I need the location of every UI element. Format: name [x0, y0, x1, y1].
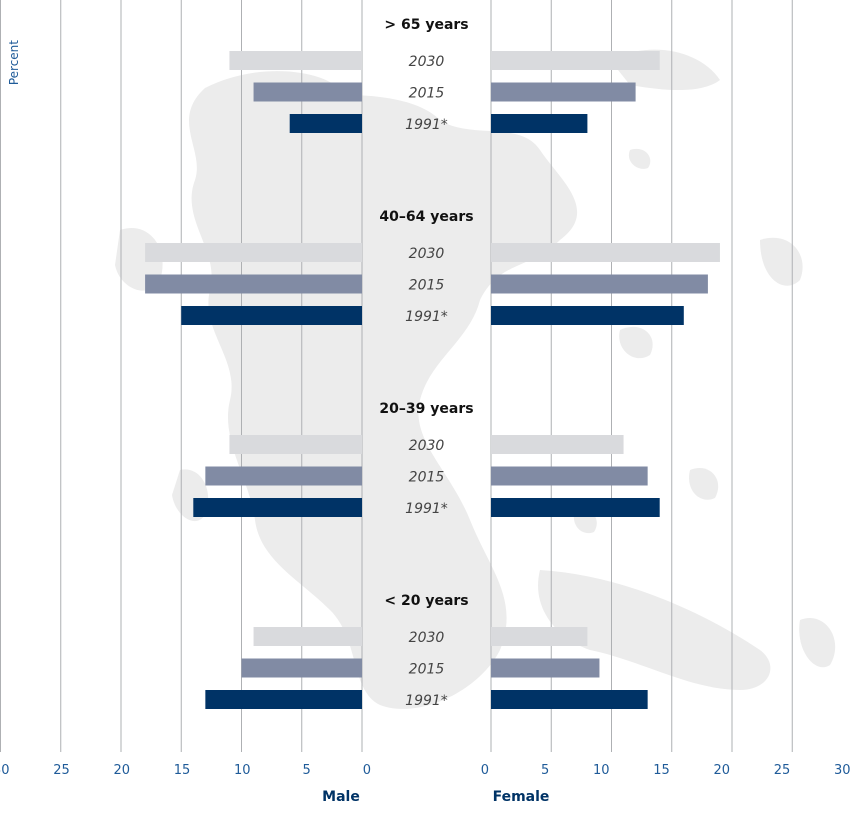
year-label-20-years-1991: 1991*: [405, 693, 448, 709]
tick-label-male-30: 30: [0, 763, 10, 778]
tick-label-male-10: 10: [234, 763, 251, 778]
background-map-illustration: [115, 50, 835, 709]
year-label-65-years-1991: 1991*: [405, 117, 448, 133]
bar-male-20-years-2030: [254, 627, 362, 646]
bar-male-20-39-years-2015: [205, 467, 362, 486]
year-label-20-years-2015: 2015: [409, 662, 445, 678]
bar-female-65-years-1991: [491, 114, 587, 133]
group-label-40-64-years: 40–64 years: [379, 209, 473, 225]
year-label-40-64-years-2030: 2030: [409, 246, 445, 262]
bar-female-65-years-2015: [491, 83, 636, 102]
bar-female-40-64-years-2015: [491, 275, 708, 294]
group-label-20-years: < 20 years: [384, 593, 468, 609]
group-label-65-years: > 65 years: [384, 17, 468, 33]
year-label-20-39-years-1991: 1991*: [405, 501, 448, 517]
bar-male-20-39-years-1991: [193, 498, 362, 517]
bar-female-20-39-years-2030: [491, 435, 624, 454]
bar-female-20-39-years-2015: [491, 467, 648, 486]
tick-label-male-5: 5: [302, 763, 310, 778]
bar-male-65-years-1991: [290, 114, 362, 133]
tick-label-male-25: 25: [53, 763, 70, 778]
tick-label-female-20: 20: [713, 763, 730, 778]
bar-male-40-64-years-2030: [145, 243, 362, 262]
bar-male-65-years-2030: [229, 51, 362, 70]
year-label-20-39-years-2030: 2030: [409, 438, 445, 454]
bar-male-20-39-years-2030: [229, 435, 362, 454]
tick-label-female-0: 0: [481, 763, 489, 778]
bar-male-20-years-1991: [205, 690, 362, 709]
bar-female-40-64-years-1991: [491, 306, 684, 325]
bar-female-65-years-2030: [491, 51, 660, 70]
year-label-20-39-years-2015: 2015: [409, 470, 445, 486]
bar-female-20-years-2015: [491, 659, 599, 678]
bar-female-20-years-2030: [491, 627, 587, 646]
female-axis-label: Female: [493, 789, 550, 805]
bar-male-40-64-years-1991: [181, 306, 362, 325]
tick-label-female-10: 10: [593, 763, 610, 778]
y-axis-label: Percent: [7, 40, 21, 85]
tick-label-female-25: 25: [774, 763, 791, 778]
bar-male-65-years-2015: [254, 83, 362, 102]
year-label-40-64-years-1991: 1991*: [405, 309, 448, 325]
tick-label-male-15: 15: [174, 763, 191, 778]
tick-label-male-0: 0: [363, 763, 371, 778]
male-axis-label: Male: [322, 789, 360, 805]
tick-label-female-15: 15: [653, 763, 670, 778]
tick-label-female-5: 5: [541, 763, 549, 778]
year-label-20-years-2030: 2030: [409, 630, 445, 646]
bar-female-20-39-years-1991: [491, 498, 660, 517]
bar-female-20-years-1991: [491, 690, 648, 709]
bar-male-20-years-2015: [242, 659, 363, 678]
year-label-40-64-years-2015: 2015: [409, 278, 445, 294]
bar-male-40-64-years-2015: [145, 275, 362, 294]
bar-female-40-64-years-2030: [491, 243, 720, 262]
year-label-65-years-2030: 2030: [409, 54, 445, 70]
tick-label-female-30: 30: [834, 763, 851, 778]
group-label-20-39-years: 20–39 years: [379, 401, 473, 417]
year-label-65-years-2015: 2015: [409, 86, 445, 102]
tick-label-male-20: 20: [113, 763, 130, 778]
